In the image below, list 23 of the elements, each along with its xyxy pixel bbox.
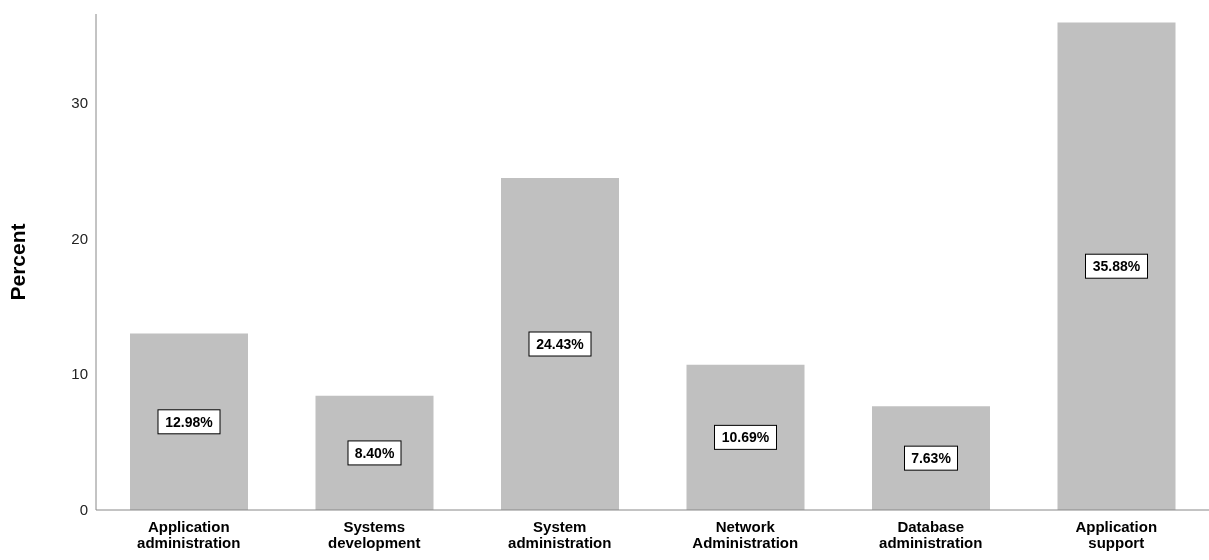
- data-label: 35.88%: [1092, 258, 1141, 275]
- y-tick-label: 30: [71, 93, 88, 111]
- data-label: 12.98%: [165, 413, 214, 430]
- data-label: 8.40%: [354, 444, 395, 461]
- bar: [686, 364, 805, 510]
- bar: [501, 178, 619, 510]
- x-tick-label: Network Administration: [692, 518, 799, 551]
- bar: [872, 406, 990, 510]
- x-tick-label: Systems development: [327, 518, 421, 551]
- x-tick-label: System administration: [508, 518, 612, 551]
- y-tick-label: 20: [71, 229, 88, 247]
- x-tick-label: Application administration: [137, 518, 241, 551]
- x-tick-label: Application support: [1075, 518, 1158, 551]
- y-tick-label: 10: [71, 365, 88, 383]
- data-label: 7.63%: [911, 450, 952, 467]
- bar: [1057, 22, 1176, 510]
- bar: [130, 333, 248, 510]
- bar: [315, 395, 434, 510]
- x-tick-label: Database administration: [879, 518, 983, 551]
- y-tick-label: 0: [79, 501, 88, 519]
- data-label: 10.69%: [721, 429, 770, 446]
- data-label: 24.43%: [536, 336, 585, 353]
- y-axis-title: Percent: [6, 223, 30, 301]
